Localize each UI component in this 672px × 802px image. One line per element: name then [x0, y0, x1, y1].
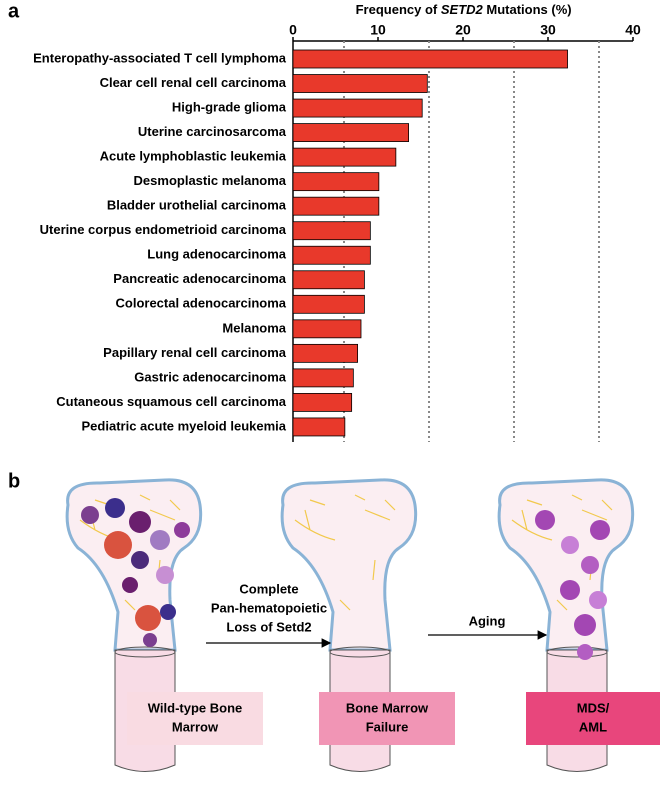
bar	[292, 393, 353, 412]
bar	[292, 270, 365, 290]
bar	[292, 294, 365, 314]
y-tick-label: Gastric adenocarcinoma	[134, 369, 286, 384]
y-tick-label: Clear cell renal cell carcinoma	[100, 75, 287, 90]
y-tick-label: Pediatric acute myeloid leukemia	[82, 418, 287, 433]
x-axis-title-part: SETD2	[441, 2, 484, 17]
bar	[292, 368, 354, 388]
x-tick-label: 0	[289, 22, 297, 38]
x-tick-label: 30	[540, 22, 556, 38]
label-box	[526, 692, 660, 745]
bar	[292, 123, 409, 142]
y-tick-label: Uterine corpus endometrioid carcinoma	[40, 222, 287, 237]
cells-mds	[535, 510, 610, 660]
arrow-label: Pan-hematopoietic	[211, 600, 327, 615]
x-axis-title-part: Mutations (%)	[483, 2, 572, 17]
x-tick-label: 20	[455, 22, 471, 38]
box-label: AML	[579, 719, 607, 734]
bar	[292, 49, 568, 69]
bar	[292, 221, 371, 241]
arrow-label: Loss of Setd2	[226, 619, 311, 634]
label-box	[319, 692, 455, 745]
x-tick-label: 40	[625, 22, 641, 38]
label-box	[127, 692, 263, 745]
bar	[292, 343, 358, 363]
bar	[292, 196, 380, 216]
y-tick-label: Papillary renal cell carcinoma	[103, 345, 287, 360]
y-tick-label: Enteropathy-associated T cell lymphoma	[33, 50, 287, 65]
x-tick-label: 10	[370, 22, 386, 38]
arrow-label: Aging	[469, 613, 506, 628]
y-tick-label: Colorectal adenocarcinoma	[116, 296, 287, 311]
bar	[292, 98, 423, 118]
bar	[292, 147, 397, 167]
y-tick-label: Pancreatic adenocarcinoma	[113, 271, 286, 286]
bar	[292, 319, 362, 339]
box-label: Bone Marrow	[346, 700, 429, 715]
y-tick-label: High-grade glioma	[172, 99, 287, 114]
cells-wild-type	[81, 498, 190, 647]
y-tick-label: Melanoma	[222, 320, 286, 335]
box-label: MDS/	[577, 700, 610, 715]
box-label: Marrow	[172, 719, 219, 734]
y-tick-label: Cutaneous squamous cell carcinoma	[56, 394, 287, 409]
y-tick-label: Desmoplastic melanoma	[134, 173, 287, 188]
bar	[292, 417, 346, 437]
arrow-label: Complete	[239, 581, 298, 596]
bar	[292, 74, 428, 93]
y-tick-label: Bladder urothelial carcinoma	[107, 198, 287, 213]
y-tick-label: Acute lymphoblastic leukemia	[100, 149, 287, 164]
y-tick-label: Uterine carcinosarcoma	[138, 124, 287, 139]
bar	[292, 245, 371, 265]
panel-label: a	[8, 0, 20, 22]
x-axis-title: Frequency of SETD2 Mutations (%)	[338, 2, 583, 17]
bar	[292, 172, 380, 192]
box-label: Failure	[366, 719, 409, 734]
box-label: Wild-type Bone	[148, 700, 243, 715]
panel-label: b	[8, 470, 20, 492]
x-axis-title-part: Frequency of	[356, 2, 441, 17]
y-tick-label: Lung adenocarcinoma	[147, 247, 286, 262]
